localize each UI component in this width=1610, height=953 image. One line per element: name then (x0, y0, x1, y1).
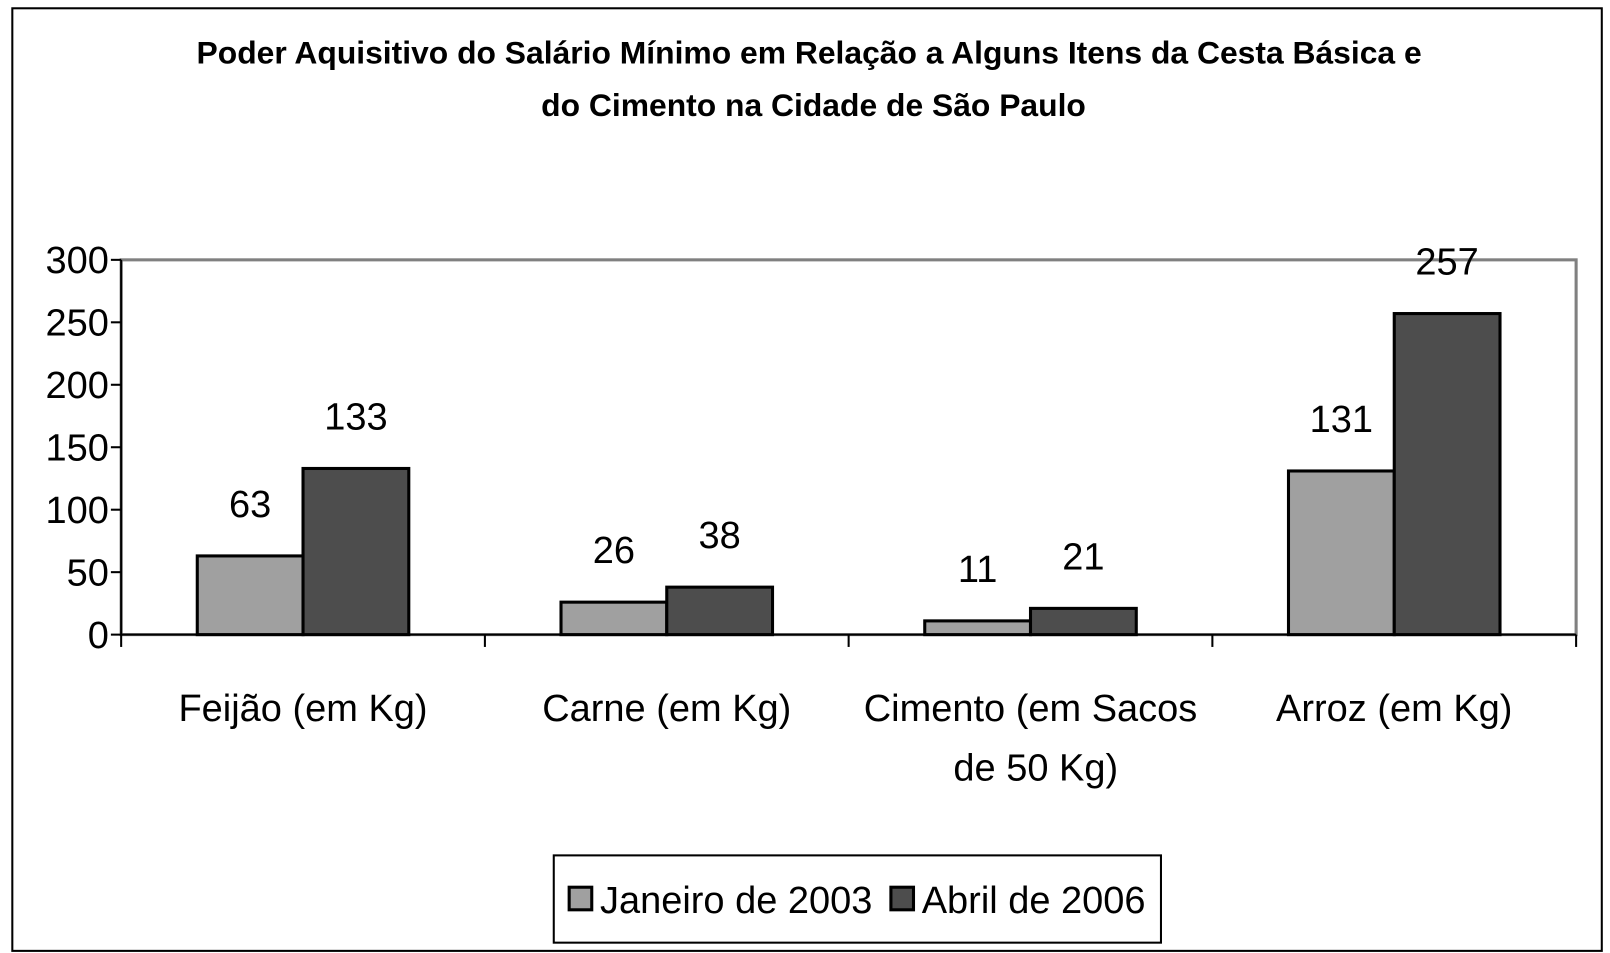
x-tick-label: Feijão (em Kg) (178, 688, 427, 730)
y-tick-label: 300 (45, 240, 108, 282)
bar (1392, 312, 1502, 637)
chart-title: Poder Aquisitivo do Salário Mínimo em Re… (197, 35, 1422, 123)
legend-label: Janeiro de 2003 (600, 880, 872, 922)
y-tick-label: 100 (45, 490, 108, 532)
bar (1286, 469, 1396, 637)
bar (559, 600, 669, 637)
y-tick-label: 250 (45, 303, 108, 345)
value-label: 63 (229, 484, 271, 526)
bar (923, 619, 1033, 637)
bar (665, 585, 775, 637)
x-tick-label: Carne (em Kg) (542, 688, 791, 730)
y-tick-label: 200 (45, 365, 108, 407)
value-label: 257 (1415, 242, 1478, 284)
value-label: 131 (1310, 399, 1373, 441)
value-label: 11 (958, 549, 997, 591)
value-label: 21 (1062, 536, 1104, 578)
value-label: 133 (324, 396, 387, 438)
x-tick-label: Cimento (em Sacos de 50 Kg) (864, 688, 1198, 790)
y-tick-label: 0 (88, 615, 109, 657)
legend-swatch (889, 885, 916, 912)
value-label: 38 (699, 515, 741, 557)
y-tick-label: 50 (67, 553, 109, 595)
bar (195, 554, 305, 637)
bar (301, 466, 411, 637)
value-label: 26 (593, 530, 635, 572)
y-tick-label: 150 (45, 428, 108, 470)
legend-label: Abril de 2006 (922, 880, 1146, 922)
bar (1028, 606, 1138, 637)
legend-box (552, 854, 1162, 944)
x-tick-label: Arroz (em Kg) (1276, 688, 1512, 730)
legend-swatch (567, 885, 594, 912)
